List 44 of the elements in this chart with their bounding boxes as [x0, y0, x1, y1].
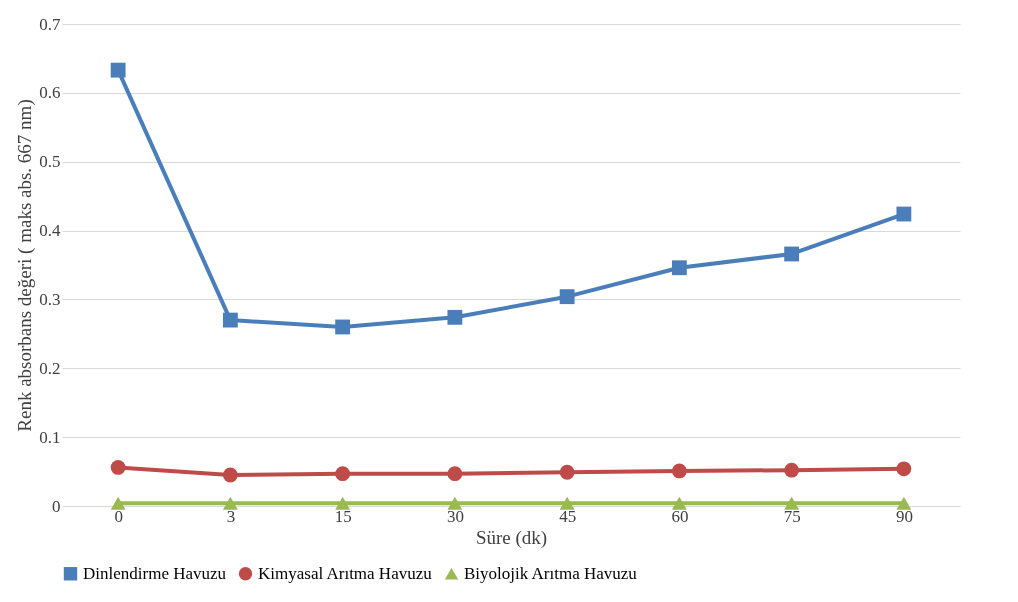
point — [447, 466, 463, 482]
point — [110, 460, 126, 475]
point — [784, 462, 800, 478]
y-axis-title: Renk absorbans değeri ( maks abs. 667 nm) — [14, 99, 37, 432]
legend-label: Dinlendirme Havuzu — [83, 563, 227, 583]
y-tick-label: 0.7 — [39, 14, 61, 34]
x-tick-label: 15 — [334, 506, 352, 526]
point — [110, 496, 126, 510]
x-tick-label: 30 — [446, 506, 464, 526]
point — [335, 319, 351, 335]
x-tick-label: 45 — [559, 506, 577, 526]
point — [222, 312, 238, 328]
y-tick-label: 0.4 — [39, 221, 61, 241]
x-tick-label: 3 — [226, 506, 236, 526]
point — [896, 496, 912, 510]
point — [671, 463, 687, 479]
x-tick-label: 90 — [895, 506, 913, 526]
point — [784, 246, 800, 262]
point — [671, 496, 687, 510]
legend-label: Kimyasal Arıtma Havuzu — [258, 563, 433, 583]
point — [559, 289, 575, 305]
point — [671, 260, 687, 276]
x-tick-label: 75 — [783, 506, 801, 526]
y-tick-label: 0.2 — [39, 358, 61, 378]
point — [110, 62, 126, 78]
y-tick-label: 0.6 — [39, 83, 61, 103]
x-axis-title: Süre (dk) — [475, 526, 548, 549]
point — [222, 467, 238, 483]
y-tick-label: 0.3 — [39, 289, 61, 309]
point — [447, 309, 463, 325]
legend-label: Biyolojik Arıtma Havuzu — [464, 563, 638, 583]
point — [896, 206, 912, 222]
point — [559, 464, 575, 480]
point — [896, 461, 912, 477]
x-tick-label: 60 — [671, 506, 689, 526]
point — [222, 496, 238, 510]
point — [559, 496, 575, 510]
point — [335, 466, 351, 482]
y-tick-label: 0.1 — [39, 427, 61, 447]
point — [335, 496, 351, 510]
y-tick-label: 0.5 — [39, 152, 61, 172]
point — [447, 496, 463, 510]
point — [784, 496, 800, 510]
x-tick-label: 0 — [114, 506, 123, 526]
